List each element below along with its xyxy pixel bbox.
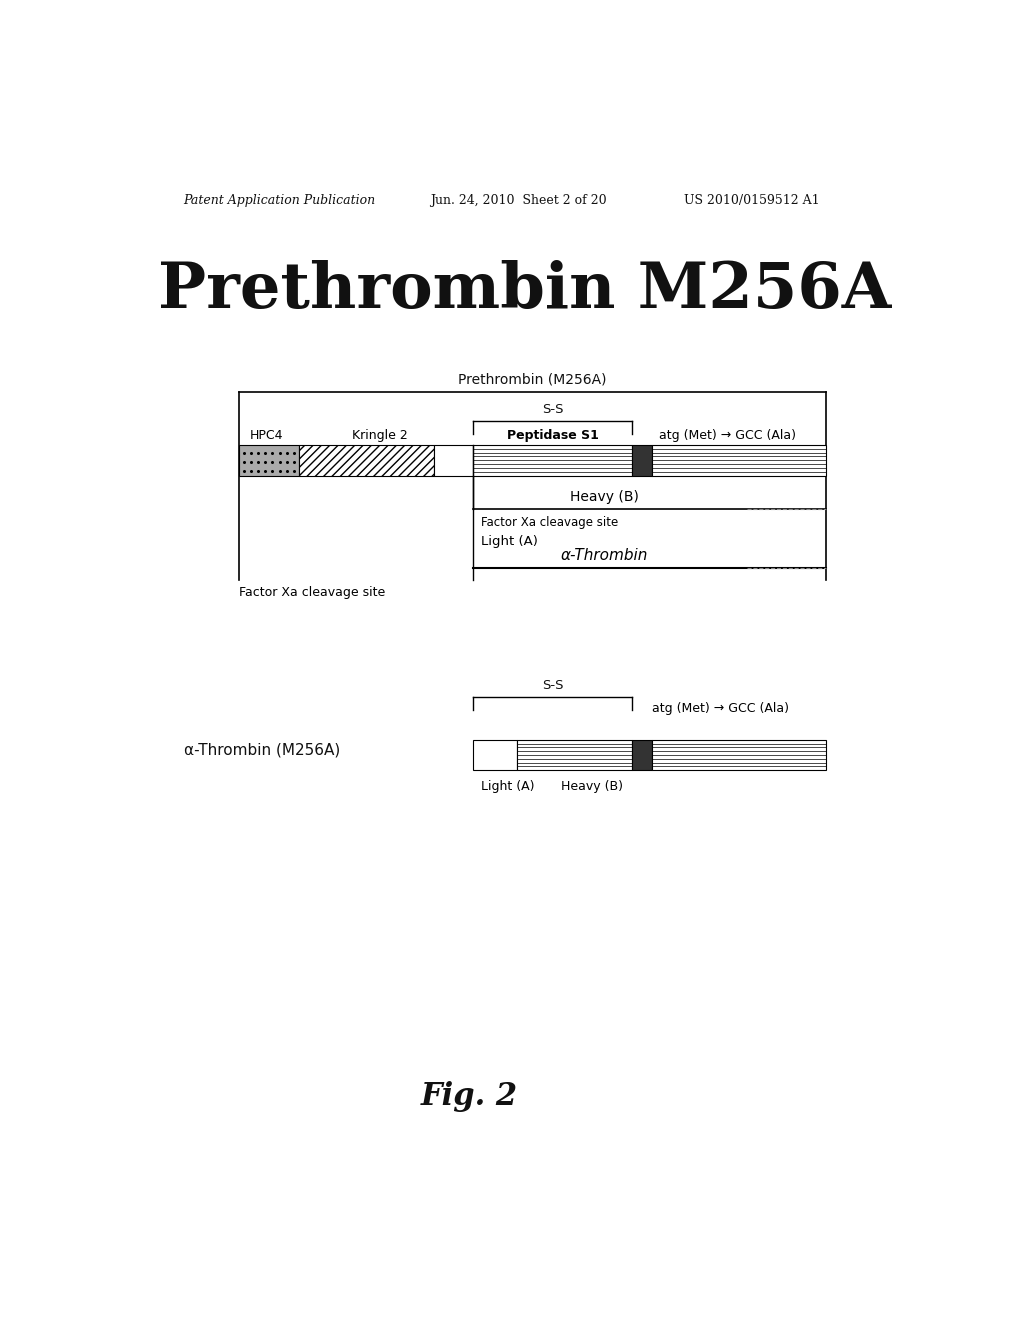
Text: Fig. 2: Fig. 2 [421,1081,518,1111]
Text: Light (A): Light (A) [481,535,538,548]
Text: Prethrombin M256A: Prethrombin M256A [158,260,892,321]
Text: atg (Met) → GCC (Ala): atg (Met) → GCC (Ala) [658,429,796,442]
Text: Jun. 24, 2010  Sheet 2 of 20: Jun. 24, 2010 Sheet 2 of 20 [430,194,606,207]
Text: atg (Met) → GCC (Ala): atg (Met) → GCC (Ala) [652,702,788,715]
Bar [473,739,517,771]
Bar [433,445,473,475]
Text: Heavy (B): Heavy (B) [560,780,623,793]
Text: α-Thrombin: α-Thrombin [560,548,648,562]
Text: Patent Application Publication: Patent Application Publication [183,194,376,207]
Text: S-S: S-S [542,403,563,416]
Bar [652,739,826,771]
Bar [632,445,652,475]
Bar [240,445,299,475]
Text: S-S: S-S [542,678,563,692]
Bar [632,739,652,771]
Text: Kringle 2: Kringle 2 [352,429,409,442]
Text: Prethrombin (M256A): Prethrombin (M256A) [459,372,607,385]
Text: US 2010/0159512 A1: US 2010/0159512 A1 [684,194,819,207]
Text: Heavy (B): Heavy (B) [569,490,639,504]
Bar [517,739,632,771]
Text: α-Thrombin (M256A): α-Thrombin (M256A) [183,742,340,758]
Text: HPC4: HPC4 [250,429,284,442]
Bar [473,445,632,475]
Text: Factor Xa cleavage site: Factor Xa cleavage site [240,586,385,598]
Bar [652,445,826,475]
Text: Peptidase S1: Peptidase S1 [507,429,598,442]
Text: Factor Xa cleavage site: Factor Xa cleavage site [481,516,618,529]
Bar [299,445,433,475]
Text: Light (A): Light (A) [481,780,535,793]
